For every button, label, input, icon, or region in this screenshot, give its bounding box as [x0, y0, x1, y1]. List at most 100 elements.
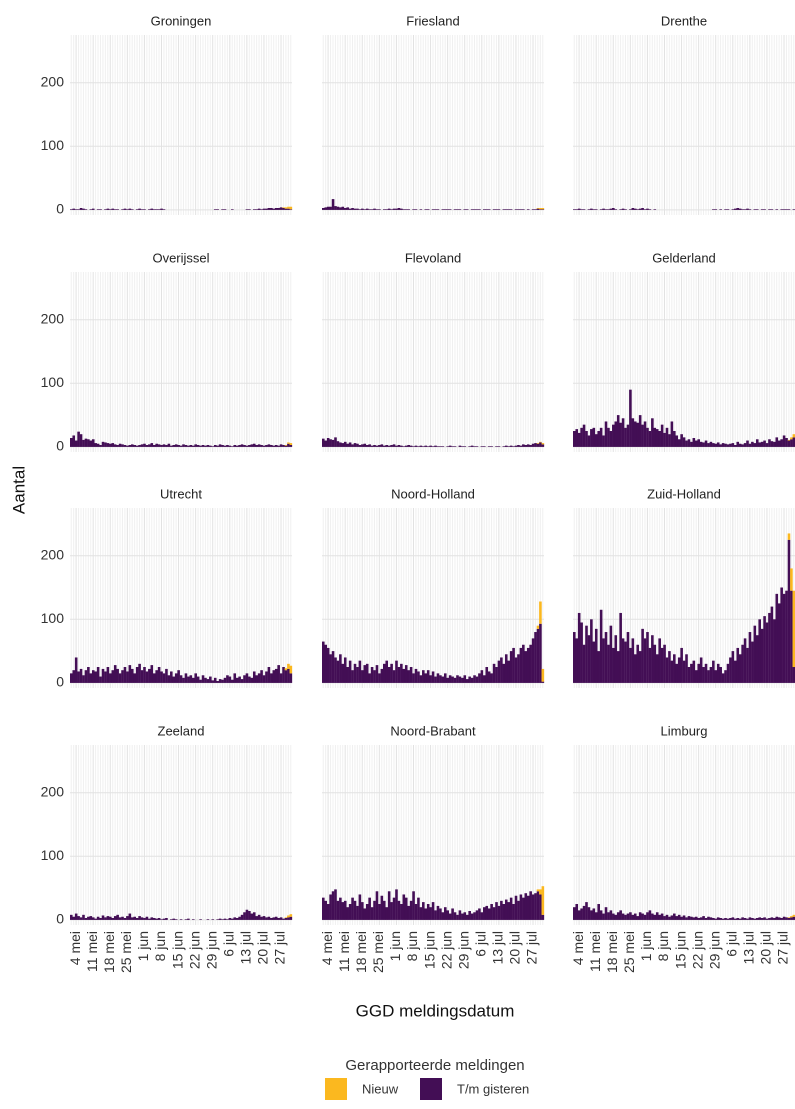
bar — [91, 670, 95, 683]
bar — [284, 208, 288, 210]
bar — [257, 208, 261, 210]
bar — [517, 445, 520, 447]
bar — [216, 681, 219, 683]
bar — [755, 635, 759, 683]
bar — [768, 439, 771, 447]
bar — [585, 902, 588, 920]
bar — [734, 918, 737, 920]
bar — [473, 446, 476, 447]
bar — [724, 918, 727, 920]
bar — [252, 912, 256, 920]
bar — [77, 671, 80, 683]
bar — [777, 440, 781, 447]
bar — [284, 668, 288, 671]
bar — [82, 208, 85, 210]
bar — [575, 638, 579, 683]
panel-title: Flevoland — [405, 250, 461, 265]
bar — [109, 443, 112, 447]
bar — [736, 208, 740, 210]
bar — [743, 638, 747, 683]
bar — [780, 439, 783, 447]
bar — [468, 676, 471, 683]
bar — [191, 445, 195, 447]
x-axis-title: GGD meldingsdatum — [356, 1001, 515, 1020]
bar — [648, 431, 652, 447]
bar — [189, 445, 193, 447]
bar — [106, 443, 110, 447]
bar — [74, 913, 78, 920]
bar — [343, 900, 347, 920]
bar — [361, 444, 364, 447]
bar — [487, 671, 491, 683]
bar — [228, 918, 232, 920]
bar — [663, 644, 666, 683]
bar — [790, 590, 793, 683]
bar — [446, 209, 450, 210]
bar — [157, 667, 161, 683]
bar — [495, 209, 498, 210]
bar — [492, 209, 496, 210]
bar — [653, 427, 657, 447]
bar — [490, 904, 493, 920]
bar — [524, 893, 528, 920]
bar — [351, 897, 354, 920]
bar — [287, 915, 290, 918]
bar — [133, 916, 137, 920]
bar — [82, 675, 85, 683]
bar — [284, 918, 288, 920]
bar — [536, 628, 540, 683]
bar — [475, 676, 479, 683]
bar — [231, 209, 234, 210]
bar — [685, 917, 688, 920]
bar — [458, 445, 462, 447]
bar — [539, 441, 542, 443]
bar — [155, 670, 158, 683]
bar — [439, 675, 442, 683]
bar — [624, 209, 627, 210]
bar — [70, 673, 73, 683]
bar — [780, 587, 783, 683]
bar — [597, 431, 600, 447]
bar — [113, 444, 117, 447]
bar — [422, 902, 425, 920]
bar — [668, 651, 671, 683]
bar — [512, 446, 515, 447]
bar — [358, 660, 362, 683]
bar — [211, 919, 215, 920]
bar — [633, 208, 637, 210]
bar — [341, 206, 345, 210]
bar — [463, 446, 467, 447]
x-tick-label: 20 jul — [255, 931, 271, 964]
bar — [155, 443, 158, 447]
bar — [341, 902, 345, 920]
bar — [719, 444, 722, 447]
bar — [404, 897, 408, 920]
bar — [223, 677, 227, 683]
bar — [221, 919, 224, 920]
bar — [787, 209, 791, 210]
bar — [363, 908, 367, 920]
bar — [274, 208, 278, 210]
bar — [539, 442, 542, 447]
bar — [619, 422, 622, 447]
bar — [775, 437, 779, 447]
bar — [746, 208, 749, 210]
bar — [624, 641, 627, 683]
y-tick-label: 100 — [41, 374, 65, 390]
bar — [607, 912, 610, 920]
bar — [536, 443, 540, 447]
x-tick-label: 4 mei — [570, 931, 586, 965]
bar — [629, 389, 632, 447]
bar — [502, 446, 506, 447]
bar — [541, 443, 545, 445]
bar — [162, 209, 166, 210]
bar — [167, 675, 171, 683]
x-tick-label: 18 mei — [604, 931, 620, 973]
bar — [463, 209, 467, 210]
bar — [655, 429, 659, 447]
bar — [267, 667, 271, 683]
bar — [619, 612, 622, 683]
bar — [235, 445, 239, 447]
bar — [577, 208, 581, 210]
bar — [274, 668, 278, 683]
